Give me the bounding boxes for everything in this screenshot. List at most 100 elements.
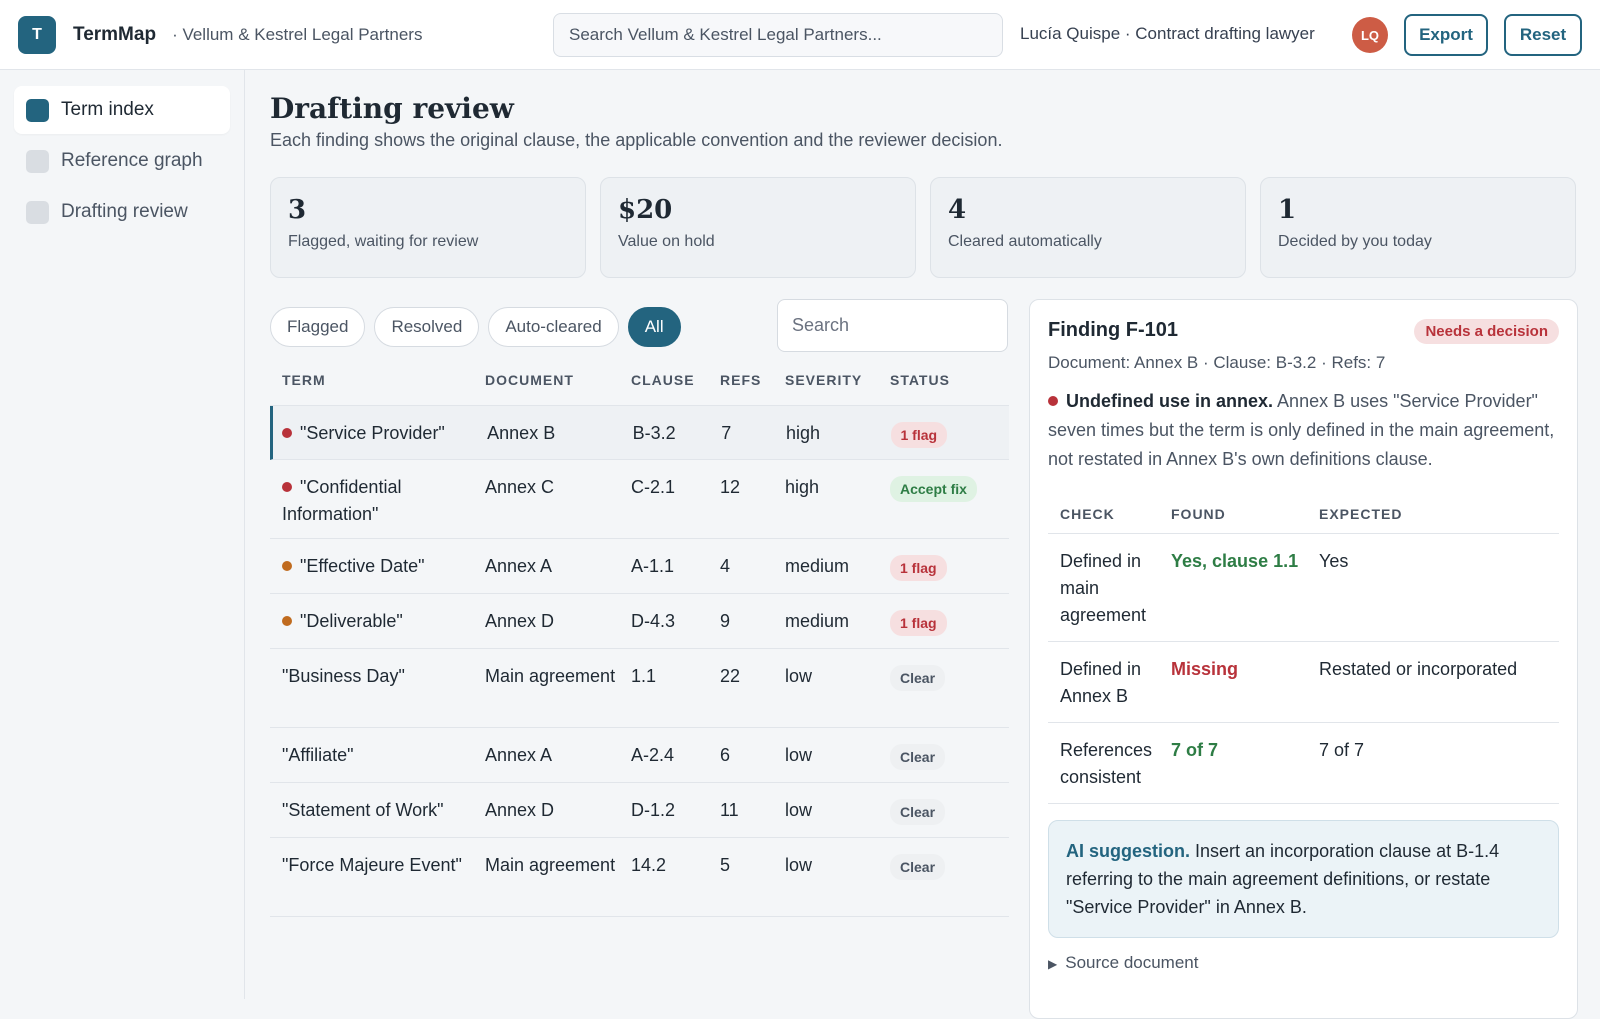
document-cell: Annex D [485,611,555,631]
sidebar-item-label: Drafting review [61,201,188,222]
status-cell: 1 flag [890,420,1010,448]
clause-cell: A-1.1 [631,556,675,576]
terms-table: TERM DOCUMENT CLAUSE REFS SEVERITY STATU… [270,354,1009,917]
table-row[interactable]: "Confidential Information" Annex C C-2.1… [270,460,1009,539]
term-cell: "Force Majeure Event" [282,855,462,875]
avatar[interactable]: LQ [1352,17,1388,53]
triangle-right-icon: ▶ [1048,957,1058,971]
stat-label: Flagged, waiting for review [288,233,479,250]
status-cell: 1 flag [890,553,1009,581]
clause-cell: C-2.1 [631,477,676,497]
clause-cell: D-1.2 [631,800,676,820]
finding-heading: Undefined use in annex. [1066,391,1274,411]
term-cell: "Business Day" [282,666,405,686]
filter-chip-resolved[interactable]: Resolved [374,307,480,347]
status-badge: Clear [890,665,946,691]
column-header-severity[interactable]: SEVERITY [785,371,863,388]
clause-cell: 14.2 [631,855,667,875]
filter-chip-auto-cleared[interactable]: Auto-cleared [488,307,619,347]
stat-card-value-on-hold: $20 Value on hold [600,177,916,278]
severity-cell: low [785,745,813,765]
app-logo[interactable]: T [18,15,56,54]
global-search-input[interactable] [553,13,1003,57]
status-cell: Clear [890,742,1009,770]
status-cell: Clear [890,797,1009,825]
column-header-term[interactable]: TERM [282,371,326,388]
column-header-expected: EXPECTED [1319,505,1403,522]
source-document-label: Source document [1065,953,1199,972]
table-search-input[interactable] [777,299,1008,352]
user-name: Lucía Quispe · Contract drafting lawyer [1020,24,1315,43]
stat-label: Cleared automatically [948,233,1102,250]
stat-card-decided: 1 Decided by you today [1260,177,1576,278]
filter-chip-all[interactable]: All [627,307,681,347]
status-cell: Clear [890,852,1009,880]
source-document-toggle[interactable]: ▶ Source document [1048,953,1559,973]
severity-dot-high [282,428,292,438]
table-row[interactable]: "Effective Date" Annex A A-1.1 4 medium … [270,539,1009,594]
severity-cell: high [785,477,820,497]
stat-value: $20 [618,195,673,225]
clause-cell: A-2.4 [631,745,675,765]
clause-cell: B-3.2 [632,423,676,443]
reference-graph-icon [26,149,49,173]
table-row[interactable]: "Statement of Work" Annex D D-1.2 11 low… [270,783,1009,838]
finding-title: Finding F-101 [1048,319,1178,341]
status-badge: 1 flag [890,610,947,636]
column-header-document[interactable]: DOCUMENT [485,371,574,388]
page-title: Drafting review [270,92,514,125]
term-cell: "Affiliate" [282,745,354,765]
stat-card-cleared: 4 Cleared automatically [930,177,1246,278]
refs-cell: 5 [720,855,731,875]
table-row[interactable]: "Business Day" Main agreement 1.1 22 low… [270,649,1009,728]
table-row[interactable]: "Service Provider" Annex B B-3.2 7 high … [270,406,1009,460]
document-cell: Annex A [485,556,553,576]
stat-label: Decided by you today [1278,233,1432,250]
document-cell: Annex D [485,800,555,820]
term-name: "Effective Date" [300,556,425,576]
sidebar-item-reference-graph[interactable]: Reference graph [14,137,230,185]
sidebar-item-drafting-review[interactable]: Drafting review [14,188,230,236]
stats-row: 3 Flagged, waiting for review $20 Value … [270,177,1576,278]
status-badge: 1 flag [890,422,948,448]
term-index-icon [26,98,49,122]
stat-value: 4 [948,195,967,225]
status-badge: Clear [890,854,946,880]
check-found: Missing [1171,659,1239,679]
refs-cell: 12 [720,477,741,497]
check-found: 7 of 7 [1171,740,1219,760]
term-cell: "Confidential Information" [270,474,485,528]
column-header-found: FOUND [1171,505,1226,522]
ai-suggestion-text: Insert an incorporation clause at B-1.4 … [1066,841,1500,917]
table-row[interactable]: "Deliverable" Annex D D-4.3 9 medium 1 f… [270,594,1009,649]
top-bar: T TermMap · Vellum & Kestrel Legal Partn… [0,0,1600,70]
main-content: Drafting review Each finding shows the o… [246,70,1600,1019]
severity-cell: low [785,855,813,875]
severity-cell: medium [785,556,850,576]
table-row[interactable]: "Affiliate" Annex A A-2.4 6 low Clear [270,728,1009,783]
term-cell: "Deliverable" [270,608,485,635]
severity-cell: medium [785,611,850,631]
clause-cell: D-4.3 [631,611,676,631]
column-header-refs[interactable]: REFS [720,371,762,388]
term-cell: "Effective Date" [270,553,485,580]
drafting-review-icon [26,200,49,224]
column-header-status[interactable]: STATUS [890,371,950,388]
status-badge: Clear [890,744,946,770]
status-cell: Accept fix [890,474,1009,502]
reset-button[interactable]: Reset [1504,14,1582,56]
column-header-clause[interactable]: CLAUSE [631,371,695,388]
ai-suggestion: AI suggestion. Insert an incorporation c… [1048,820,1559,938]
sidebar-item-term-index[interactable]: Term index [14,86,230,134]
export-button[interactable]: Export [1404,14,1488,56]
status-cell: 1 flag [890,608,1009,636]
app-name: TermMap [73,23,157,45]
page-subtitle: Each finding shows the original clause, … [270,130,1003,150]
filter-chip-flagged[interactable]: Flagged [270,307,366,347]
check-name: Defined in Annex B [1060,659,1142,706]
table-row[interactable]: "Force Majeure Event" Main agreement 14.… [270,838,1009,917]
status-badge[interactable]: Accept fix [890,476,977,502]
stat-value: 1 [1278,195,1297,225]
severity-cell: low [785,666,813,686]
refs-cell: 7 [721,423,732,443]
